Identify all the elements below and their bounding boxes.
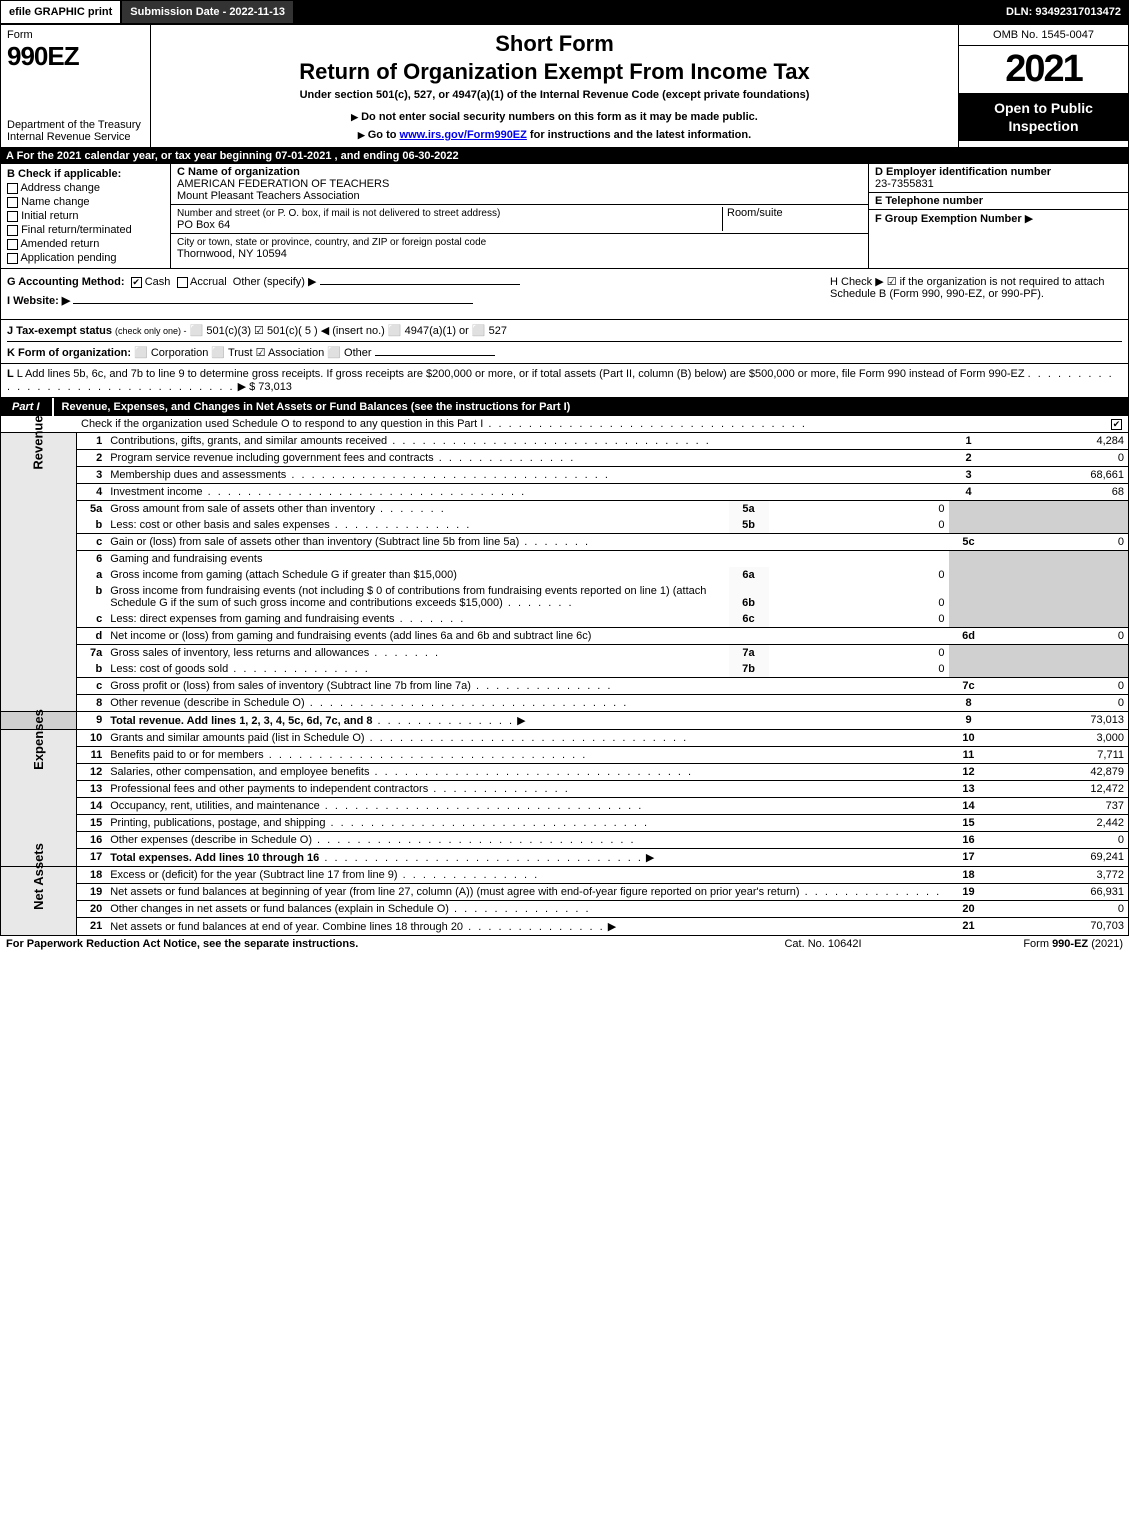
section-bcdef: B Check if applicable: Address change Na… bbox=[0, 164, 1129, 269]
line-1-rnum: 1 bbox=[949, 433, 989, 450]
form-header: Form 990EZ Department of the Treasury In… bbox=[0, 24, 1129, 148]
b-label: B Check if applicable: bbox=[7, 168, 121, 180]
header-center: Short Form Return of Organization Exempt… bbox=[151, 25, 958, 147]
part-i-tab: Part I bbox=[0, 398, 54, 416]
d-block: D Employer identification number 23-7355… bbox=[869, 164, 1128, 193]
c-street-block: Number and street (or P. O. box, if mail… bbox=[171, 205, 868, 234]
header-left: Form 990EZ Department of the Treasury In… bbox=[1, 25, 151, 147]
l-amount: ▶ $ 73,013 bbox=[238, 381, 292, 393]
k-line: K Form of organization: ⬜ Corporation ⬜ … bbox=[7, 341, 1122, 359]
short-form-title: Short Form bbox=[159, 31, 950, 57]
column-c: C Name of organization AMERICAN FEDERATI… bbox=[171, 164, 868, 268]
org-name-1: AMERICAN FEDERATION OF TEACHERS bbox=[177, 178, 389, 190]
form-number: 990EZ bbox=[7, 41, 144, 72]
city-label: City or town, state or province, country… bbox=[177, 237, 486, 248]
room-label: Room/suite bbox=[722, 207, 862, 231]
ein-value: 23-7355831 bbox=[875, 178, 934, 190]
part-i-header: Part I Revenue, Expenses, and Changes in… bbox=[0, 398, 1129, 416]
chk-cash[interactable] bbox=[131, 277, 142, 288]
footer-right: Form 990-EZ (2021) bbox=[923, 938, 1123, 950]
street-label: Number and street (or P. O. box, if mail… bbox=[177, 208, 500, 219]
topbar-spacer bbox=[294, 0, 998, 24]
form-title: Return of Organization Exempt From Incom… bbox=[159, 59, 950, 85]
row-jk: J Tax-exempt status (check only one) - ⬜… bbox=[0, 320, 1129, 364]
top-bar: efile GRAPHIC print Submission Date - 20… bbox=[0, 0, 1129, 24]
line-1-desc: Contributions, gifts, grants, and simila… bbox=[106, 433, 948, 450]
dept-label: Department of the Treasury Internal Reve… bbox=[7, 119, 144, 143]
line-1-num: 1 bbox=[76, 433, 106, 450]
l-text: L Add lines 5b, 6c, and 7b to line 9 to … bbox=[17, 368, 1025, 380]
g-other-input[interactable] bbox=[320, 284, 520, 285]
k-other-input[interactable] bbox=[375, 355, 495, 356]
f-arrow: ▶ bbox=[1025, 213, 1033, 225]
column-b: B Check if applicable: Address change Na… bbox=[1, 164, 171, 268]
d-label: D Employer identification number bbox=[875, 166, 1051, 178]
ssn-warning: Do not enter social security numbers on … bbox=[159, 111, 950, 123]
header-right: OMB No. 1545-0047 2021 Open to Public In… bbox=[958, 25, 1128, 147]
goto-pre: Go to bbox=[368, 129, 400, 141]
chk-address-change[interactable]: Address change bbox=[7, 182, 164, 194]
footer-left: For Paperwork Reduction Act Notice, see … bbox=[6, 938, 723, 950]
f-label: F Group Exemption Number bbox=[875, 213, 1022, 225]
city-value: Thornwood, NY 10594 bbox=[177, 248, 287, 260]
chk-application-pending[interactable]: Application pending bbox=[7, 252, 164, 264]
page-footer: For Paperwork Reduction Act Notice, see … bbox=[0, 936, 1129, 952]
footer-center: Cat. No. 10642I bbox=[723, 938, 923, 950]
c-name-block: C Name of organization AMERICAN FEDERATI… bbox=[171, 164, 868, 205]
chk-initial-return[interactable]: Initial return bbox=[7, 210, 164, 222]
f-block: F Group Exemption Number ▶ bbox=[869, 210, 1128, 268]
side-netassets: Net Assets bbox=[1, 867, 77, 936]
g-other: Other (specify) ▶ bbox=[233, 276, 317, 288]
c-name-label: C Name of organization bbox=[177, 166, 300, 178]
chk-amended-return[interactable]: Amended return bbox=[7, 238, 164, 250]
j-sub: (check only one) - bbox=[115, 326, 187, 336]
schedule-o-check[interactable] bbox=[1111, 419, 1122, 430]
side-revenue: Revenue bbox=[1, 433, 77, 712]
goto-post: for instructions and the latest informat… bbox=[527, 129, 751, 141]
column-def: D Employer identification number 23-7355… bbox=[868, 164, 1128, 268]
dln-label: DLN: 93492317013472 bbox=[998, 0, 1129, 24]
part-i-sub: Check if the organization used Schedule … bbox=[0, 416, 1129, 433]
open-inspection: Open to Public Inspection bbox=[959, 93, 1128, 141]
part-i-title: Revenue, Expenses, and Changes in Net As… bbox=[54, 398, 1129, 416]
row-ghi: G Accounting Method: Cash Accrual Other … bbox=[0, 269, 1129, 320]
line-1-val: 4,284 bbox=[989, 433, 1129, 450]
form-word: Form bbox=[7, 29, 144, 41]
chk-final-return[interactable]: Final return/terminated bbox=[7, 224, 164, 236]
i-line: I Website: ▶ bbox=[7, 294, 822, 307]
e-block: E Telephone number bbox=[869, 193, 1128, 210]
row-l: L L Add lines 5b, 6c, and 7b to line 9 t… bbox=[0, 364, 1129, 398]
k-options: ⬜ Corporation ⬜ Trust ☑ Association ⬜ Ot… bbox=[134, 347, 371, 359]
website-input[interactable] bbox=[73, 303, 473, 304]
c-city-block: City or town, state or province, country… bbox=[171, 234, 868, 262]
g-label: G Accounting Method: bbox=[7, 276, 125, 288]
h-block: H Check ▶ ☑ if the organization is not r… bbox=[822, 275, 1122, 313]
g-line: G Accounting Method: Cash Accrual Other … bbox=[7, 275, 822, 288]
tax-year: 2021 bbox=[959, 46, 1128, 93]
submission-date: Submission Date - 2022-11-13 bbox=[121, 0, 294, 24]
chk-accrual[interactable] bbox=[177, 277, 188, 288]
efile-label[interactable]: efile GRAPHIC print bbox=[0, 0, 121, 24]
org-name-2: Mount Pleasant Teachers Association bbox=[177, 190, 360, 202]
form-subtitle: Under section 501(c), 527, or 4947(a)(1)… bbox=[159, 89, 950, 101]
street-value: PO Box 64 bbox=[177, 219, 230, 231]
j-line: J Tax-exempt status (check only one) - ⬜… bbox=[7, 324, 1122, 337]
e-label: E Telephone number bbox=[875, 195, 983, 207]
omb-number: OMB No. 1545-0047 bbox=[959, 25, 1128, 46]
j-label: J Tax-exempt status bbox=[7, 325, 112, 337]
irs-link[interactable]: www.irs.gov/Form990EZ bbox=[400, 129, 527, 141]
part-i-sub-text: Check if the organization used Schedule … bbox=[81, 418, 1102, 430]
row-a-tax-year: A For the 2021 calendar year, or tax yea… bbox=[0, 148, 1129, 164]
j-options: ⬜ 501(c)(3) ☑ 501(c)( 5 ) ◀ (insert no.)… bbox=[190, 325, 507, 337]
i-label: I Website: ▶ bbox=[7, 295, 70, 307]
ssn-warning-text: Do not enter social security numbers on … bbox=[361, 111, 758, 123]
k-label: K Form of organization: bbox=[7, 347, 131, 359]
irs-link-line: Go to www.irs.gov/Form990EZ for instruct… bbox=[159, 129, 950, 141]
lines-table: Revenue 1 Contributions, gifts, grants, … bbox=[0, 433, 1129, 936]
chk-name-change[interactable]: Name change bbox=[7, 196, 164, 208]
